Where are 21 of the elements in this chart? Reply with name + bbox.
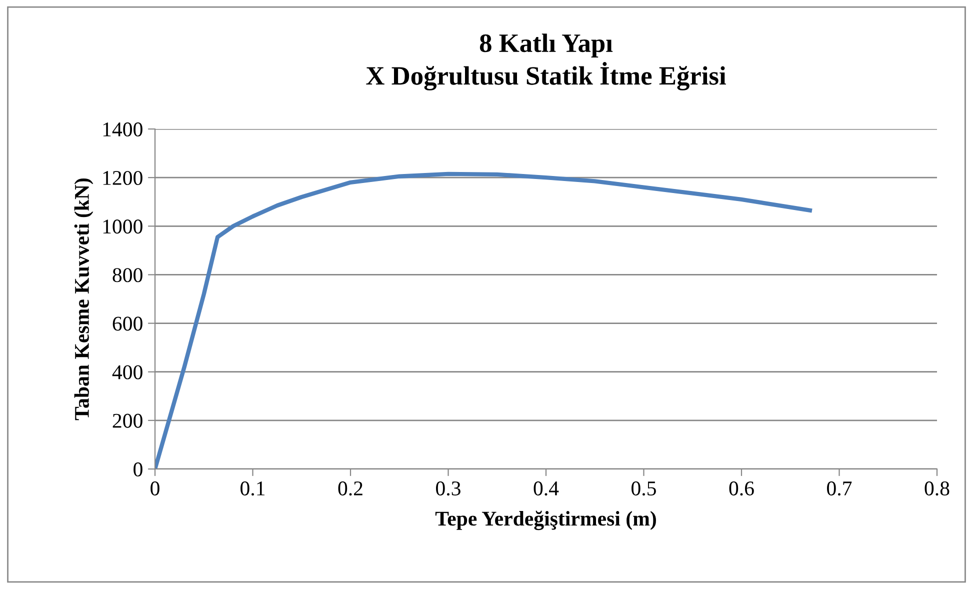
- y-tick-label: 0: [134, 462, 142, 476]
- x-tick-label: 0.2: [338, 481, 362, 496]
- y-tick-label: 400: [112, 365, 142, 380]
- line-series: [155, 172, 812, 469]
- y-tick-label: 600: [112, 316, 142, 331]
- y-axis-title: Taban Kesme Kuvveti (kN): [74, 178, 94, 420]
- x-tick-label: 0.5: [632, 481, 656, 496]
- x-tick-label: 0.8: [924, 481, 950, 496]
- x-tick-label: 0.1: [240, 481, 265, 496]
- x-tick-label: 0: [150, 481, 160, 496]
- x-tick-label: 0.4: [534, 481, 559, 496]
- chart-title: 8 Katlı Yapı X Doğrultusu Statik İtme Eğrisi: [366, 34, 726, 90]
- x-tick-label: 0.3: [436, 481, 460, 496]
- y-tick-label: 800: [112, 268, 142, 282]
- x-tick-label: 0.6: [729, 481, 754, 496]
- x-axis-title: Tepe Yerdeğiştirmesi (m): [435, 510, 656, 530]
- y-tick-label: 1200: [103, 170, 142, 186]
- x-tick-label: 0.7: [827, 481, 852, 496]
- y-tick-label: 200: [112, 414, 142, 428]
- y-tick-label: 1000: [103, 220, 142, 234]
- y-tick-label: 1400: [103, 122, 142, 136]
